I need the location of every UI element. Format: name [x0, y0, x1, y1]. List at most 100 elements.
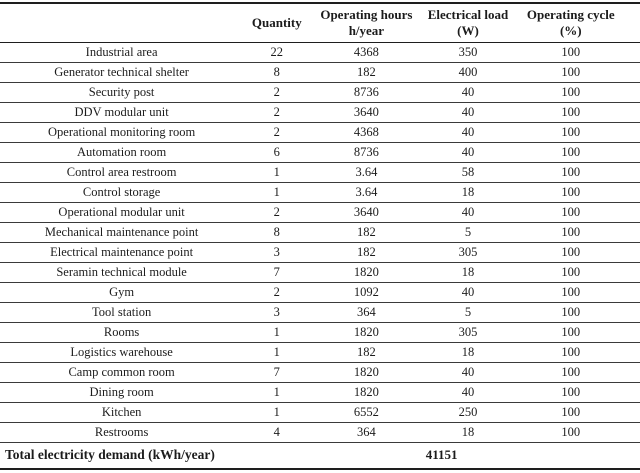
electrical-load-cell: 40	[461, 105, 475, 119]
quantity-cell: 1	[273, 385, 280, 399]
quantity-cell: 1	[273, 165, 280, 179]
operating-cycle-cell: 100	[561, 405, 581, 419]
facility-name-cell: Control area restroom	[66, 165, 177, 179]
quantity-cell: 8	[273, 65, 280, 79]
facility-name-cell: Electrical maintenance point	[50, 245, 194, 259]
header-electrical-load: Electrical load (W)	[422, 3, 521, 43]
electrical-load-cell: 350	[458, 45, 478, 59]
table-row: Restrooms 4 364 18 100	[0, 423, 640, 443]
operating-hours-cell: 182	[357, 65, 376, 79]
table-row: Logistics warehouse 1 182 18 100	[0, 343, 640, 363]
facility-name-cell: Generator technical shelter	[54, 65, 189, 79]
table-header: Quantity Operating hours h/year Electric…	[0, 3, 640, 43]
electrical-load-cell: 18	[461, 345, 475, 359]
operating-cycle-cell: 100	[561, 325, 581, 339]
facility-name-cell: Mechanical maintenance point	[44, 225, 199, 239]
table-row: Industrial area 22 4368 350 100	[0, 43, 640, 63]
operating-cycle-cell: 100	[561, 385, 581, 399]
electrical-load-cell: 18	[461, 265, 475, 279]
table-row: Rooms 1 1820 305 100	[0, 323, 640, 343]
operating-hours-cell: 8736	[353, 85, 379, 99]
operating-hours-cell: 1820	[353, 385, 379, 399]
electrical-load-cell: 305	[458, 245, 478, 259]
quantity-cell: 2	[273, 125, 280, 139]
operating-hours-cell: 4368	[353, 45, 379, 59]
quantity-cell: 6	[273, 145, 280, 159]
quantity-cell: 2	[273, 85, 280, 99]
table-row: DDV modular unit 2 3640 40 100	[0, 103, 640, 123]
table-row: Operational modular unit 2 3640 40 100	[0, 203, 640, 223]
facility-name-cell: Gym	[109, 285, 135, 299]
electrical-load-cell: 250	[458, 405, 478, 419]
header-quantity: Quantity	[243, 3, 310, 43]
table-footer: Total electricity demand (kWh/year) 4115…	[0, 442, 640, 469]
facility-name-cell: Control storage	[82, 185, 161, 199]
operating-hours-cell: 3.64	[355, 165, 378, 179]
facility-name-cell: Restrooms	[94, 425, 149, 439]
operating-hours-cell: 3.64	[355, 185, 378, 199]
operating-cycle-cell: 100	[561, 65, 581, 79]
table-row: Mechanical maintenance point 8 182 5 100	[0, 223, 640, 243]
table-row: Control storage 1 3.64 18 100	[0, 183, 640, 203]
table-row: Generator technical shelter 8 182 400 10…	[0, 63, 640, 83]
table-row: Gym 2 1092 40 100	[0, 283, 640, 303]
operating-cycle-cell: 100	[561, 45, 581, 59]
facility-name-cell: Kitchen	[101, 405, 142, 419]
total-row: Total electricity demand (kWh/year) 4115…	[0, 442, 640, 469]
electrical-load-cell: 40	[461, 125, 475, 139]
table-row: Security post 2 8736 40 100	[0, 83, 640, 103]
facility-name-cell: Logistics warehouse	[70, 345, 173, 359]
quantity-cell: 8	[273, 225, 280, 239]
operating-cycle-cell: 100	[561, 245, 581, 259]
facility-name-cell: Dining room	[89, 385, 154, 399]
quantity-cell: 1	[273, 185, 280, 199]
facility-name-cell: Seramin technical module	[56, 265, 187, 279]
electrical-load-cell: 5	[464, 225, 472, 239]
operating-cycle-cell: 100	[561, 185, 581, 199]
operating-cycle-cell: 100	[561, 345, 581, 359]
header-operating-cycle-line2: (%)	[559, 22, 582, 38]
table-row: Dining room 1 1820 40 100	[0, 383, 640, 403]
operating-hours-cell: 3640	[353, 205, 379, 219]
quantity-cell: 1	[273, 325, 280, 339]
header-operating-hours-line2: h/year	[348, 22, 385, 38]
electrical-load-cell: 5	[464, 305, 472, 319]
operating-cycle-cell: 100	[561, 265, 581, 279]
header-electrical-load-line1: Electrical load	[427, 7, 509, 22]
quantity-cell: 2	[273, 205, 280, 219]
electrical-load-cell: 58	[461, 165, 475, 179]
table-row: Seramin technical module 7 1820 18 100	[0, 263, 640, 283]
header-empty-cell	[0, 3, 243, 43]
header-operating-hours-line1: Operating hours	[320, 7, 413, 22]
operating-hours-cell: 182	[357, 225, 376, 239]
electrical-load-cell: 40	[461, 385, 475, 399]
operating-cycle-cell: 100	[561, 145, 581, 159]
electrical-load-cell: 40	[461, 85, 475, 99]
quantity-cell: 22	[270, 45, 284, 59]
quantity-cell: 7	[273, 365, 280, 379]
operating-cycle-cell: 100	[561, 305, 581, 319]
operating-cycle-cell: 100	[561, 285, 581, 299]
facility-name-cell: Security post	[88, 85, 155, 99]
electrical-load-cell: 18	[461, 185, 475, 199]
facility-name-cell: Operational modular unit	[58, 205, 185, 219]
operating-cycle-cell: 100	[561, 225, 581, 239]
electrical-load-cell: 40	[461, 205, 475, 219]
electrical-load-cell: 40	[461, 145, 475, 159]
quantity-cell: 3	[273, 245, 280, 259]
operating-cycle-cell: 100	[561, 205, 581, 219]
table-row: Camp common room 7 1820 40 100	[0, 363, 640, 383]
facility-name-cell: Camp common room	[68, 365, 175, 379]
electrical-load-cell: 305	[458, 325, 478, 339]
table-row: Control area restroom 1 3.64 58 100	[0, 163, 640, 183]
operating-cycle-cell: 100	[561, 85, 581, 99]
operating-hours-cell: 3640	[353, 105, 379, 119]
quantity-cell: 4	[273, 425, 280, 439]
facility-name-cell: Rooms	[103, 325, 140, 339]
operating-cycle-cell: 100	[561, 365, 581, 379]
operating-hours-cell: 1092	[353, 285, 379, 299]
facility-name-cell: DDV modular unit	[74, 105, 169, 119]
quantity-cell: 7	[273, 265, 280, 279]
total-label: Total electricity demand (kWh/year)	[5, 447, 215, 463]
operating-hours-cell: 4368	[353, 125, 379, 139]
